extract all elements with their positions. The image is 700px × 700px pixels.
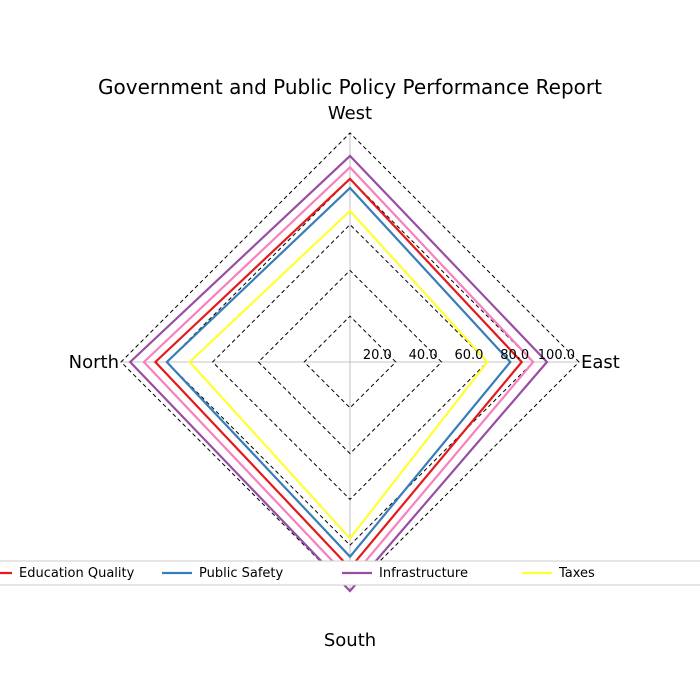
tick-label: 60.0 (454, 348, 483, 363)
radial-tick-labels: 20.0 40.0 60.0 80.0 100.0 (363, 348, 575, 363)
legend-label: Taxes (558, 566, 595, 581)
grid-ring (120, 132, 580, 592)
radar-series (128, 154, 549, 593)
chart-title: Government and Public Policy Performance… (98, 75, 602, 99)
legend-label: Education Quality (19, 566, 135, 581)
tick-label: 100.0 (538, 348, 575, 363)
tick-label: 80.0 (500, 348, 529, 363)
axis-label-west: West (328, 103, 372, 124)
series-taxes (188, 209, 489, 541)
series-infrastructure (128, 154, 549, 593)
legend: Education Quality Public Safety Infrastruc… (0, 560, 700, 586)
series-education-quality (153, 177, 524, 570)
axis-label-north: North (69, 352, 119, 373)
series-public-safety (165, 186, 512, 559)
grid-ring (211, 223, 489, 501)
legend-label: Infrastructure (379, 566, 468, 581)
tick-label: 40.0 (409, 348, 438, 363)
legend-label: Public Safety (199, 566, 283, 581)
grid-ring (303, 315, 397, 409)
tick-label: 20.0 (363, 348, 392, 363)
series-employment (142, 165, 535, 582)
grid-ring (257, 269, 443, 455)
axis-label-east: East (581, 352, 620, 373)
axis-labels: East West North South (69, 103, 620, 651)
axis-label-south: South (324, 630, 376, 651)
